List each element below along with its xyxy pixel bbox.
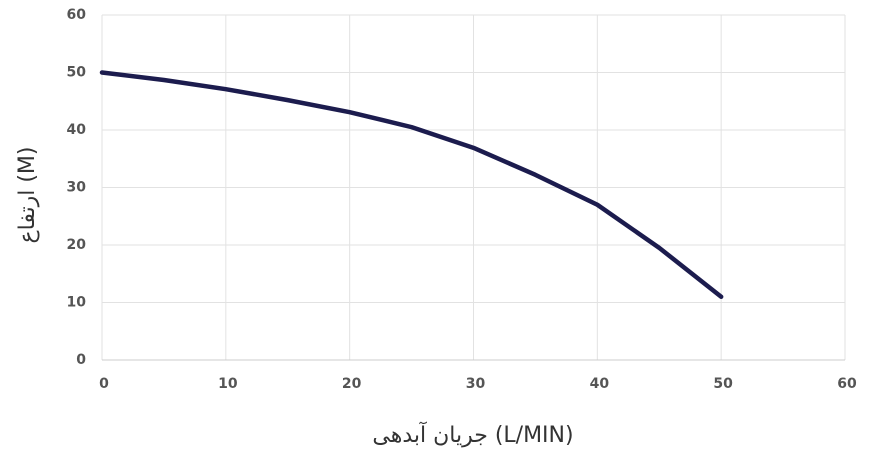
y-tick-label: 30 xyxy=(67,180,87,196)
y-tick-label: 40 xyxy=(67,122,87,138)
y-tick-label: 10 xyxy=(67,295,87,311)
x-tick-label: 40 xyxy=(590,376,610,392)
x-tick-label: 10 xyxy=(218,376,238,392)
x-tick-label: 0 xyxy=(99,376,109,392)
y-tick-label: 20 xyxy=(67,237,87,253)
y-tick-label: 50 xyxy=(67,65,87,81)
y-tick-label: 0 xyxy=(76,352,86,368)
x-axis-label: جریان آبدهی (L/MIN) xyxy=(372,421,573,448)
y-axis-label: ارتفاع (M) xyxy=(15,147,40,244)
line-series xyxy=(99,70,724,299)
x-tick-label: 30 xyxy=(466,376,486,392)
x-tick-label: 60 xyxy=(837,376,857,392)
x-tick-label: 50 xyxy=(713,376,733,392)
y-tick-label: 60 xyxy=(67,7,87,23)
x-tick-label: 20 xyxy=(342,376,362,392)
